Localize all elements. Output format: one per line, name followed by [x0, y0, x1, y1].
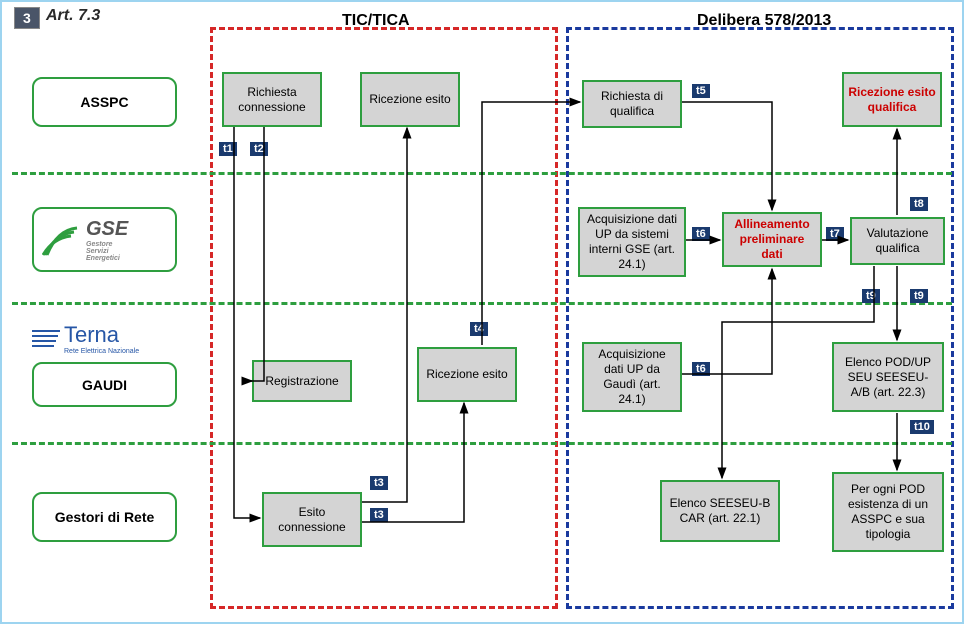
header-badge: 3: [14, 7, 40, 29]
label-t2: t2: [250, 142, 268, 156]
label-t6b: t6: [692, 362, 710, 376]
actor-gestori: Gestori di Rete: [32, 492, 177, 542]
label-t10: t10: [910, 420, 934, 434]
gse-logo-text: GSE: [86, 218, 128, 241]
node-registrazione: Registrazione: [252, 360, 352, 402]
actor-gse: GSE Gestore Servizi Energetici: [32, 207, 177, 272]
node-esito-conn: Esito connessione: [262, 492, 362, 547]
label-t9b: t9: [910, 289, 928, 303]
label-t6a: t6: [692, 227, 710, 241]
label-t5: t5: [692, 84, 710, 98]
swimline-3: [12, 442, 952, 445]
actor-gaudi: GAUDI: [32, 362, 177, 407]
label-t8: t8: [910, 197, 928, 211]
node-elenco-car: Elenco SEESEU-B CAR (art. 22.1): [660, 480, 780, 542]
terna-logo: Terna Rete Elettrica Nazionale: [32, 322, 139, 355]
gse-sub3: Energetici: [86, 255, 120, 262]
node-elenco-pod: Elenco POD/UP SEU SEESEU-A/B (art. 22.3): [832, 342, 944, 412]
node-ricezione-qual: Ricezione esito qualifica: [842, 72, 942, 127]
swimline-2: [12, 302, 952, 305]
node-valutazione: Valutazione qualifica: [850, 217, 945, 265]
label-t3b: t3: [370, 508, 388, 522]
swimline-1: [12, 172, 952, 175]
terna-sub: Rete Elettrica Nazionale: [64, 348, 139, 355]
node-per-pod: Per ogni POD esistenza di un ASSPC e sua…: [832, 472, 944, 552]
terna-logo-text: Terna: [64, 322, 139, 348]
label-t7: t7: [826, 227, 844, 241]
label-t1: t1: [219, 142, 237, 156]
node-acq-gaudi: Acquisizione dati UP da Gaudì (art. 24.1…: [582, 342, 682, 412]
actor-asspc: ASSPC: [32, 77, 177, 127]
header-title: Art. 7.3: [46, 7, 100, 25]
node-allineamento: Allineamento preliminare dati: [722, 212, 822, 267]
label-t4: t4: [470, 322, 488, 336]
node-richiesta-conn: Richiesta connessione: [222, 72, 322, 127]
node-ricezione-esito-2: Ricezione esito: [417, 347, 517, 402]
terna-logo-icon: [32, 328, 60, 350]
gse-sub2: Servizi: [86, 248, 109, 255]
gse-logo-icon: [42, 220, 82, 260]
gse-sub1: Gestore: [86, 241, 112, 248]
node-richiesta-qual: Richiesta di qualifica: [582, 80, 682, 128]
node-acq-gse: Acquisizione dati UP da sistemi interni …: [578, 207, 686, 277]
node-ricezione-esito-1: Ricezione esito: [360, 72, 460, 127]
label-t9a: t9: [862, 289, 880, 303]
label-t3a: t3: [370, 476, 388, 490]
